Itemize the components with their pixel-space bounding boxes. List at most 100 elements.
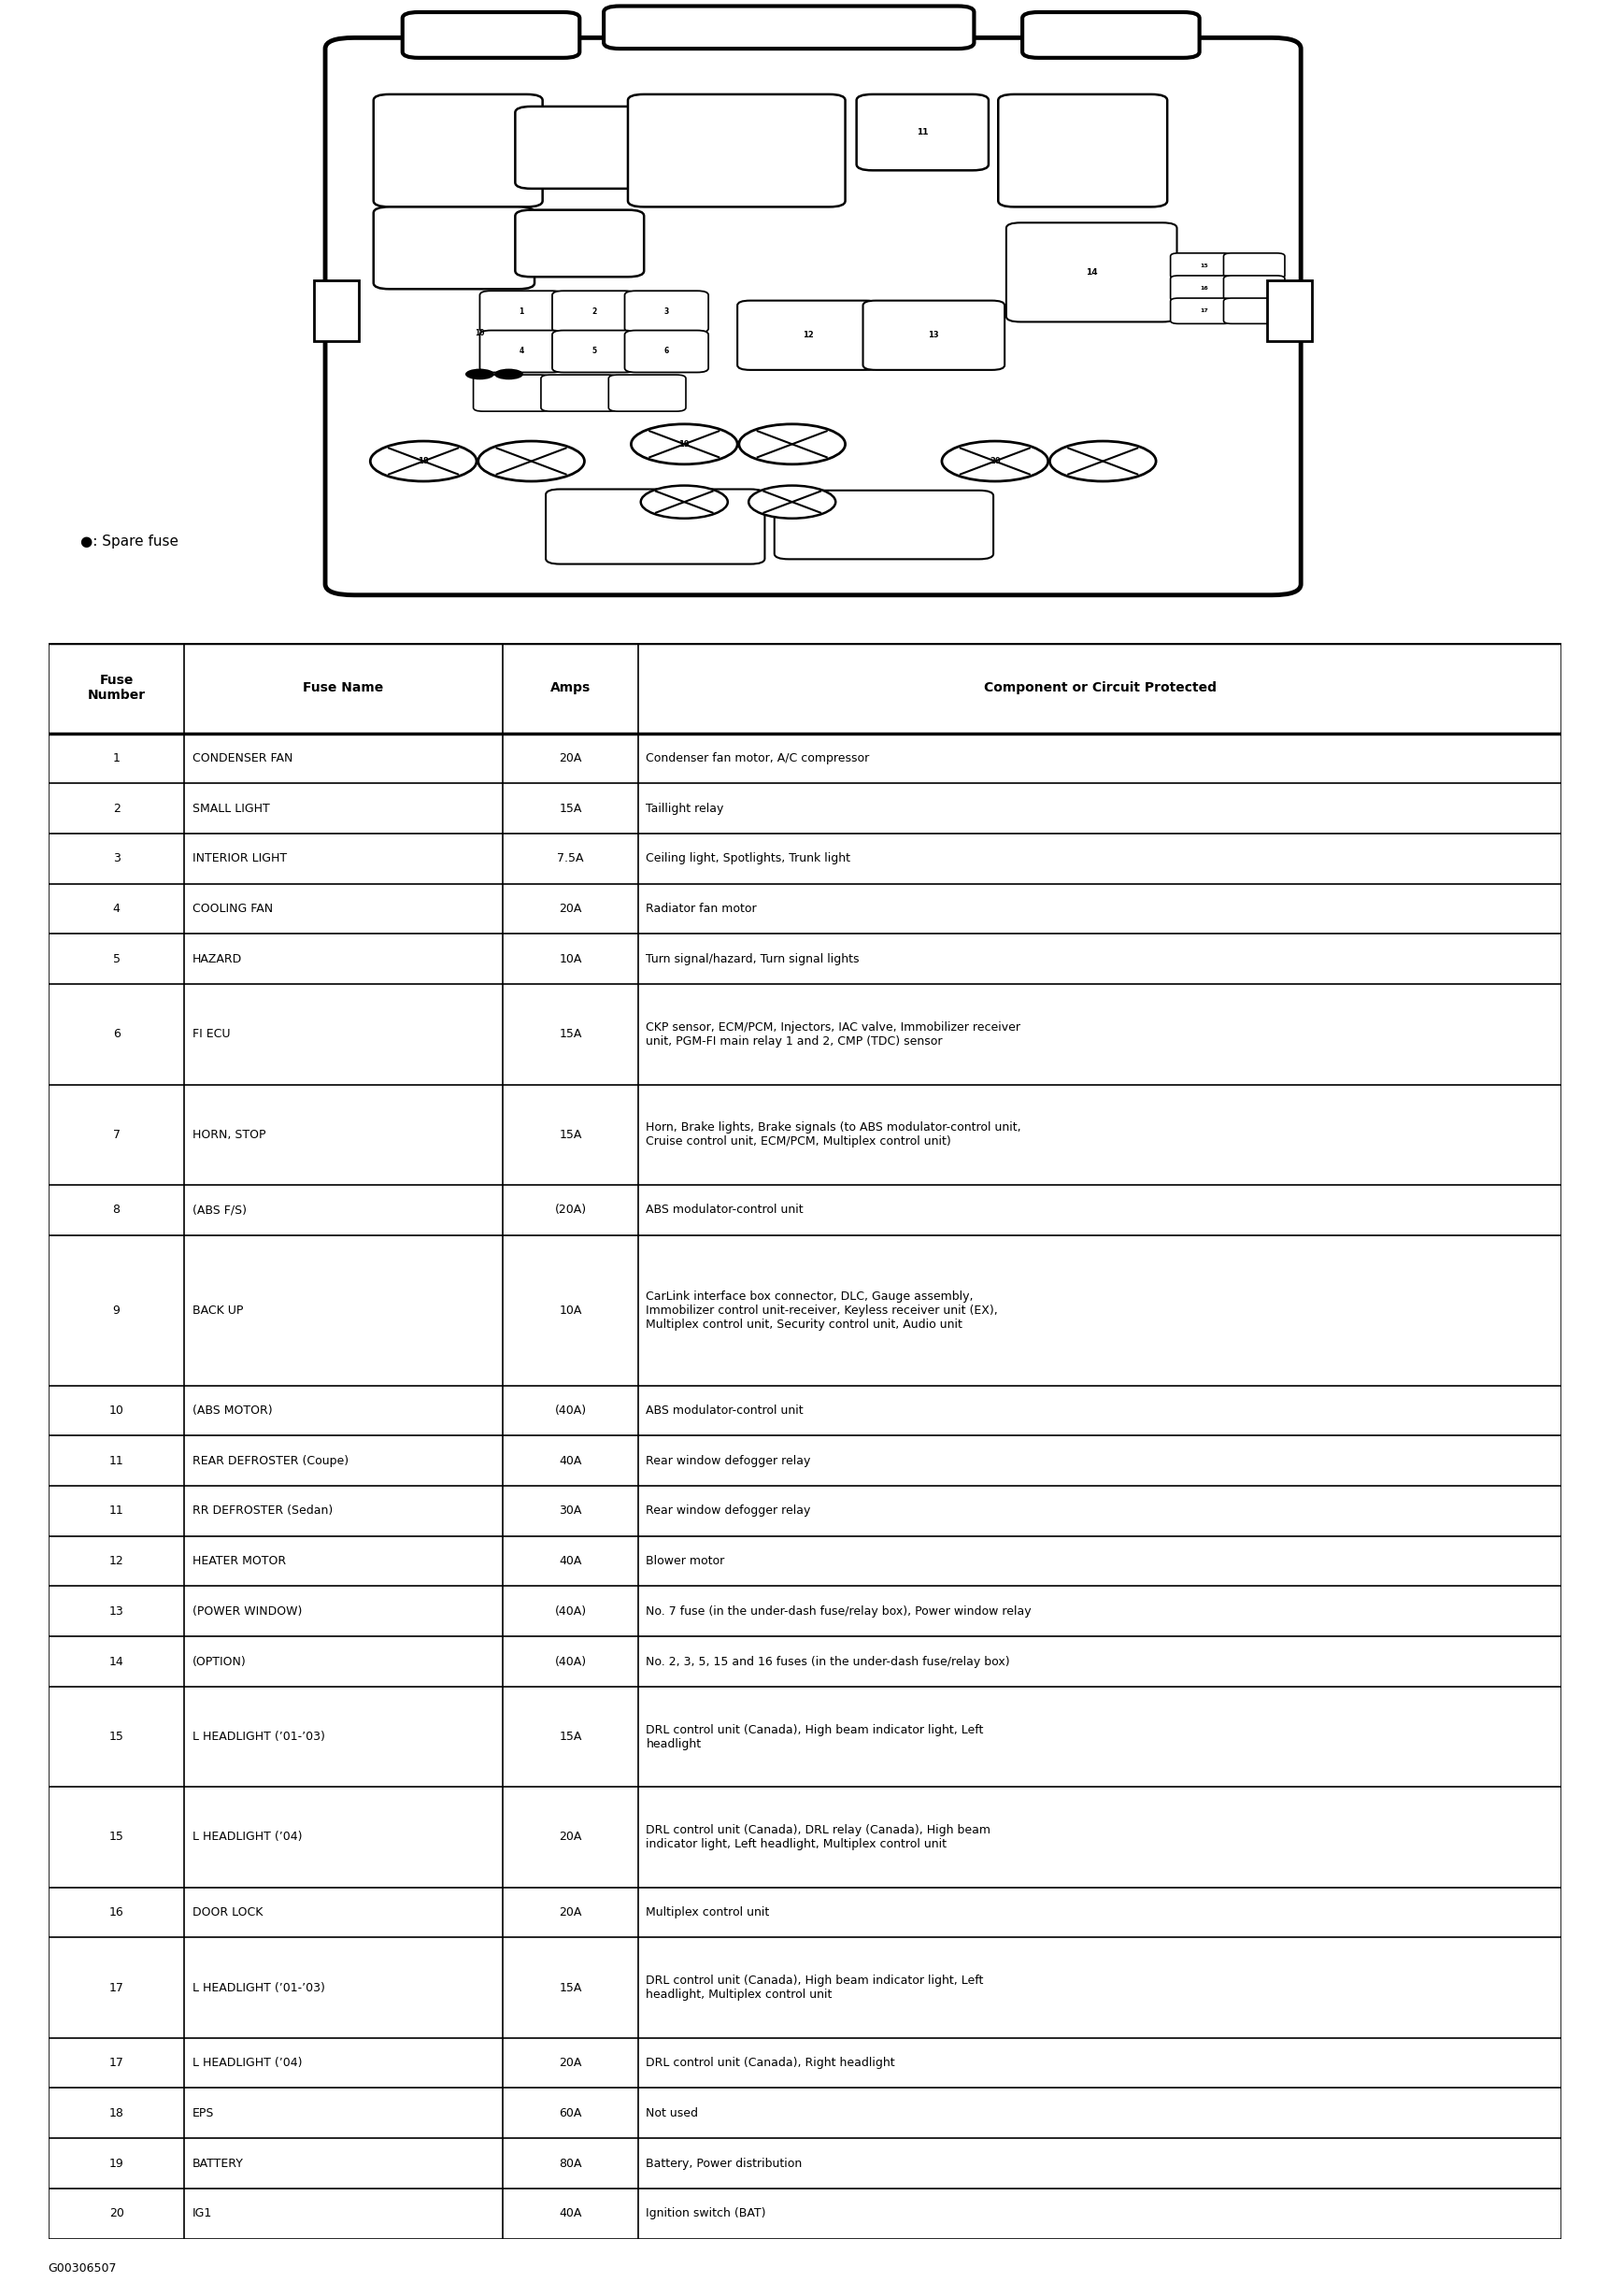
Text: (40A): (40A) [554, 1655, 586, 1667]
Text: 18: 18 [419, 457, 428, 466]
Text: 20A: 20A [559, 753, 581, 765]
Text: Multiplex control unit: Multiplex control unit [646, 1906, 770, 1919]
FancyBboxPatch shape [374, 94, 543, 207]
Text: 4: 4 [113, 902, 121, 914]
Text: No. 7 fuse (in the under-dash fuse/relay box), Power window relay: No. 7 fuse (in the under-dash fuse/relay… [646, 1605, 1032, 1616]
Text: 15: 15 [109, 1731, 124, 1743]
Text: 20: 20 [109, 2206, 124, 2220]
Text: 80A: 80A [559, 2158, 581, 2170]
Text: Not used: Not used [646, 2108, 699, 2119]
FancyBboxPatch shape [374, 207, 535, 289]
Text: 18: 18 [109, 2108, 124, 2119]
Text: 15: 15 [1199, 264, 1209, 269]
Text: G00306507: G00306507 [48, 2262, 118, 2275]
Circle shape [942, 441, 1048, 482]
Text: CarLink interface box connector, DLC, Gauge assembly,
Immobilizer control unit-r: CarLink interface box connector, DLC, Ga… [646, 1290, 998, 1329]
Bar [1267, 280, 1312, 340]
Text: 40A: 40A [559, 2206, 581, 2220]
FancyBboxPatch shape [515, 106, 644, 188]
Text: (ABS F/S): (ABS F/S) [192, 1203, 246, 1217]
Text: REAR DEFROSTER (Coupe): REAR DEFROSTER (Coupe) [192, 1456, 348, 1467]
Text: 9: 9 [113, 1304, 121, 1316]
Text: 16: 16 [109, 1906, 124, 1919]
FancyBboxPatch shape [604, 7, 974, 48]
Text: SMALL LIGHT: SMALL LIGHT [192, 801, 269, 815]
Text: 15A: 15A [559, 801, 581, 815]
Text: 11: 11 [109, 1504, 124, 1518]
Text: ABS modulator-control unit: ABS modulator-control unit [646, 1203, 803, 1217]
Text: 14: 14 [109, 1655, 124, 1667]
Text: 19: 19 [109, 2158, 124, 2170]
Text: Ceiling light, Spotlights, Trunk light: Ceiling light, Spotlights, Trunk light [646, 852, 850, 866]
Text: 10A: 10A [559, 1304, 581, 1316]
Text: 10: 10 [475, 328, 485, 338]
Text: FI ECU: FI ECU [192, 1029, 230, 1040]
Text: 17: 17 [109, 2057, 124, 2069]
Text: Condenser fan motor, A/C compressor: Condenser fan motor, A/C compressor [646, 753, 869, 765]
Text: (40A): (40A) [554, 1405, 586, 1417]
Circle shape [370, 441, 477, 482]
Text: 11: 11 [916, 129, 929, 138]
Text: Battery, Power distribution: Battery, Power distribution [646, 2158, 802, 2170]
Circle shape [739, 425, 845, 464]
FancyBboxPatch shape [1224, 253, 1285, 278]
Circle shape [465, 370, 494, 379]
Text: HORN, STOP: HORN, STOP [192, 1130, 266, 1141]
FancyBboxPatch shape [515, 209, 644, 278]
Text: (OPTION): (OPTION) [192, 1655, 246, 1667]
FancyBboxPatch shape [774, 491, 993, 560]
Text: CKP sensor, ECM/PCM, Injectors, IAC valve, Immobilizer receiver
unit, PGM-FI mai: CKP sensor, ECM/PCM, Injectors, IAC valv… [646, 1022, 1021, 1047]
Text: BACK UP: BACK UP [192, 1304, 243, 1316]
FancyBboxPatch shape [1224, 276, 1285, 301]
FancyBboxPatch shape [863, 301, 1005, 370]
FancyBboxPatch shape [480, 292, 563, 333]
FancyBboxPatch shape [480, 331, 563, 372]
Circle shape [478, 441, 584, 482]
Text: Fuse
Number: Fuse Number [87, 675, 145, 703]
Text: 20A: 20A [559, 1832, 581, 1844]
Text: DRL control unit (Canada), High beam indicator light, Left
headlight: DRL control unit (Canada), High beam ind… [646, 1724, 984, 1750]
Circle shape [641, 484, 728, 519]
Text: 13: 13 [109, 1605, 124, 1616]
Text: RR DEFROSTER (Sedan): RR DEFROSTER (Sedan) [192, 1504, 333, 1518]
FancyBboxPatch shape [1170, 276, 1232, 301]
Text: Rear window defogger relay: Rear window defogger relay [646, 1456, 811, 1467]
Text: 8: 8 [113, 1203, 121, 1217]
Text: 1: 1 [113, 753, 121, 765]
FancyBboxPatch shape [1022, 11, 1199, 57]
Text: Taillight relay: Taillight relay [646, 801, 724, 815]
Text: ABS modulator-control unit: ABS modulator-control unit [646, 1405, 803, 1417]
Text: 7.5A: 7.5A [557, 852, 584, 866]
Text: 16: 16 [1199, 287, 1209, 292]
Text: 5: 5 [113, 953, 121, 964]
Text: 19: 19 [679, 441, 689, 448]
Text: 15A: 15A [559, 1029, 581, 1040]
Text: 14: 14 [1085, 269, 1098, 276]
Text: 15A: 15A [559, 1731, 581, 1743]
Text: 3: 3 [663, 308, 670, 317]
Text: 7: 7 [113, 1130, 121, 1141]
Text: 20A: 20A [559, 902, 581, 914]
FancyBboxPatch shape [1170, 298, 1232, 324]
FancyBboxPatch shape [1224, 298, 1285, 324]
Text: 17: 17 [109, 1981, 124, 1993]
Text: ●: Spare fuse: ●: Spare fuse [80, 535, 179, 549]
Text: 17: 17 [1199, 308, 1209, 312]
Text: 2: 2 [113, 801, 121, 815]
Text: Blower motor: Blower motor [646, 1554, 724, 1568]
Circle shape [494, 370, 523, 379]
FancyBboxPatch shape [325, 37, 1301, 595]
Text: Fuse Name: Fuse Name [303, 682, 383, 696]
Text: Amps: Amps [551, 682, 591, 696]
Text: 1: 1 [518, 308, 525, 317]
Circle shape [1050, 441, 1156, 482]
Text: 6: 6 [663, 347, 670, 356]
Text: DRL control unit (Canada), Right headlight: DRL control unit (Canada), Right headlig… [646, 2057, 895, 2069]
FancyBboxPatch shape [546, 489, 765, 565]
Text: (ABS MOTOR): (ABS MOTOR) [192, 1405, 272, 1417]
FancyBboxPatch shape [625, 331, 708, 372]
Text: L HEADLIGHT (’01-’03): L HEADLIGHT (’01-’03) [192, 1981, 325, 1993]
FancyBboxPatch shape [402, 11, 580, 57]
FancyBboxPatch shape [1006, 223, 1177, 321]
Text: CONDENSER FAN: CONDENSER FAN [192, 753, 293, 765]
